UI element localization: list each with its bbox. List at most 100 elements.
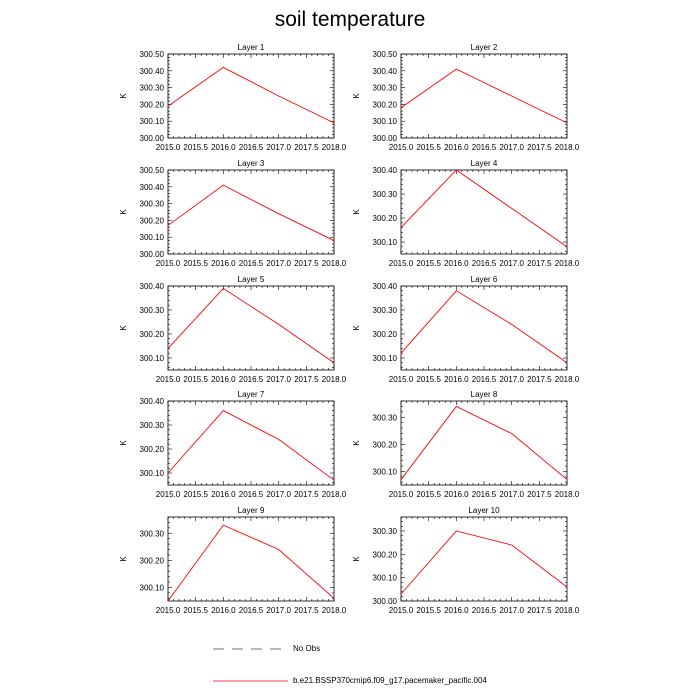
y-tick-label: 300.30	[373, 527, 398, 536]
series-line	[167, 524, 335, 602]
x-tick-label: 2016.5	[239, 375, 264, 384]
series-line	[400, 169, 568, 248]
x-tick-label: 2015.0	[389, 606, 414, 615]
y-tick-label: 300.20	[373, 214, 398, 223]
y-tick-label: 300.30	[140, 306, 165, 315]
x-tick-label: 2017.0	[499, 143, 524, 152]
x-tick-label: 2015.5	[183, 375, 208, 384]
x-tick-label: 2017.5	[294, 490, 319, 499]
y-axis-label: K	[352, 556, 361, 562]
x-tick-label: 2017.5	[294, 259, 319, 268]
plot-frame	[400, 53, 568, 139]
x-tick-label: 2016.5	[239, 490, 264, 499]
x-tick-label: 2018.0	[555, 259, 580, 268]
x-tick-label: 2018.0	[322, 259, 347, 268]
x-tick-label: 2015.5	[416, 606, 441, 615]
y-tick-label: 300.30	[140, 529, 165, 538]
panel-title: Layer 6	[471, 275, 498, 284]
x-tick-label: 2016.0	[211, 490, 236, 499]
y-tick-label: 300.40	[140, 282, 165, 291]
x-tick-label: 2016.0	[444, 490, 469, 499]
chart-title: soil temperature	[274, 8, 426, 31]
series-line	[167, 410, 335, 481]
panel-title: Layer 9	[238, 506, 265, 515]
x-tick-label: 2016.0	[211, 375, 236, 384]
x-tick-label: 2016.5	[239, 259, 264, 268]
y-tick-label: 300.10	[140, 354, 165, 363]
x-tick-label: 2015.5	[416, 259, 441, 268]
x-tick-label: 2017.0	[499, 375, 524, 384]
y-axis-label: K	[352, 440, 361, 446]
plot-frame	[400, 169, 568, 255]
x-tick-label: 2017.5	[527, 375, 552, 384]
y-axis-label: K	[352, 209, 361, 215]
x-tick-label: 2017.0	[499, 259, 524, 268]
panel-title: Layer 2	[471, 43, 498, 52]
y-tick-label: 300.20	[140, 445, 165, 454]
y-tick-label: 300.00	[373, 597, 398, 606]
panel-title: Layer 8	[471, 390, 498, 399]
x-tick-label: 2017.0	[499, 606, 524, 615]
x-tick-label: 2016.5	[472, 606, 497, 615]
x-tick-label: 2015.5	[183, 259, 208, 268]
x-tick-label: 2015.0	[156, 490, 181, 499]
x-tick-label: 2016.5	[472, 143, 497, 152]
panel-title: Layer 1	[238, 43, 265, 52]
x-tick-label: 2017.5	[294, 143, 319, 152]
x-tick-label: 2015.5	[183, 143, 208, 152]
y-tick-label: 300.30	[373, 306, 398, 315]
y-axis-label: K	[352, 93, 361, 99]
plot-frame	[167, 53, 335, 139]
x-tick-label: 2018.0	[555, 490, 580, 499]
x-tick-label: 2015.0	[156, 606, 181, 615]
y-tick-label: 300.10	[140, 583, 165, 592]
y-tick-label: 300.40	[140, 183, 165, 192]
y-tick-label: 300.20	[373, 330, 398, 339]
y-tick-label: 300.10	[140, 117, 165, 126]
y-tick-label: 300.40	[373, 166, 398, 175]
legend-swatch-model	[213, 680, 288, 682]
y-tick-label: 300.50	[373, 50, 398, 59]
x-tick-label: 2017.0	[266, 375, 291, 384]
x-tick-label: 2017.0	[266, 259, 291, 268]
y-tick-label: 300.00	[140, 134, 165, 143]
y-tick-label: 300.00	[140, 250, 165, 259]
series-line	[400, 405, 568, 480]
x-tick-label: 2016.0	[444, 143, 469, 152]
y-tick-label: 300.10	[373, 467, 398, 476]
y-tick-label: 300.40	[140, 397, 165, 406]
x-tick-label: 2016.0	[211, 259, 236, 268]
y-tick-label: 300.20	[140, 216, 165, 225]
y-axis-label: K	[119, 556, 128, 562]
panel-title: Layer 4	[471, 159, 498, 168]
series-line	[400, 68, 568, 124]
x-tick-label: 2016.5	[472, 490, 497, 499]
y-axis-label: K	[119, 93, 128, 99]
x-tick-label: 2015.0	[156, 259, 181, 268]
plot-frame	[167, 516, 335, 602]
x-tick-label: 2017.0	[266, 606, 291, 615]
x-tick-label: 2015.5	[416, 143, 441, 152]
x-tick-label: 2018.0	[555, 375, 580, 384]
legend-swatch-no-obs	[213, 648, 288, 650]
x-tick-label: 2016.5	[472, 375, 497, 384]
y-tick-label: 300.30	[373, 413, 398, 422]
y-axis-label: K	[352, 325, 361, 331]
plot-frame	[400, 516, 568, 602]
series-line	[400, 290, 568, 364]
x-tick-label: 2017.0	[266, 143, 291, 152]
y-tick-label: 300.30	[140, 84, 165, 93]
x-tick-label: 2017.5	[527, 606, 552, 615]
y-tick-label: 300.40	[140, 67, 165, 76]
x-tick-label: 2017.5	[527, 143, 552, 152]
y-axis-label: K	[119, 440, 128, 446]
x-tick-label: 2018.0	[322, 490, 347, 499]
x-tick-label: 2015.0	[389, 259, 414, 268]
y-tick-label: 300.20	[373, 440, 398, 449]
panel-title: Layer 3	[238, 159, 265, 168]
y-tick-label: 300.30	[373, 84, 398, 93]
x-tick-label: 2016.5	[239, 143, 264, 152]
plot-frame	[400, 285, 568, 371]
y-tick-label: 300.10	[140, 233, 165, 242]
